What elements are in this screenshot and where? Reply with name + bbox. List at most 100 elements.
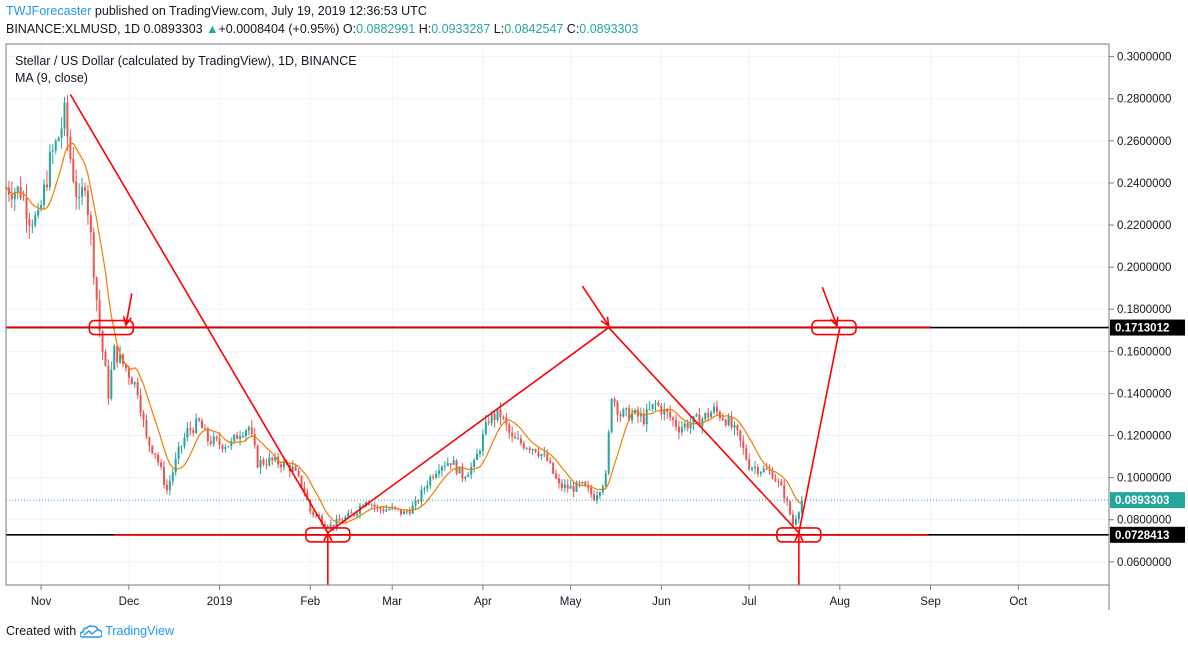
candle-body (107, 366, 110, 399)
highlight-box (811, 319, 857, 336)
candle-body (794, 519, 797, 525)
candle-body (792, 514, 795, 525)
candle-body (581, 481, 584, 484)
candle-body (572, 486, 575, 492)
candle-body (470, 466, 473, 475)
chart-border (5, 43, 1110, 586)
x-tick-label: Feb (300, 596, 320, 608)
candle-body (203, 428, 206, 430)
high-label: H: (418, 22, 432, 36)
candle-body (209, 441, 212, 445)
author-name[interactable]: TWJForecaster (6, 4, 92, 18)
y-tick-label: 0.2600000 (1117, 136, 1171, 148)
candle-body (312, 511, 315, 516)
x-tick-label: Jun (652, 596, 671, 608)
candle-body (162, 466, 165, 485)
x-tick-label: Apr (474, 596, 492, 608)
candle-body (435, 473, 438, 478)
candle-body (587, 485, 590, 488)
highlight-box (305, 527, 351, 543)
candle-body (154, 453, 157, 455)
y-tick-label: 0.1400000 (1117, 388, 1171, 400)
candle-body (72, 158, 75, 182)
candle-body (241, 436, 244, 438)
candle-body (110, 369, 113, 399)
arrow-head-icon (323, 530, 333, 542)
candle-body (566, 484, 569, 489)
candle-body (142, 413, 145, 420)
candle-body (180, 446, 183, 448)
x-tick-label: Aug (830, 596, 850, 608)
candle-body (595, 495, 598, 501)
candle-body (19, 186, 22, 198)
candle-body (707, 413, 710, 418)
x-tick-label: Nov (31, 596, 52, 608)
candle-body (786, 498, 789, 502)
candle-body (326, 525, 329, 528)
candle-body (113, 345, 116, 370)
candle-body (236, 434, 239, 440)
candle-body (151, 445, 154, 454)
candle-body (388, 509, 391, 511)
candle-body (186, 428, 189, 438)
candle-body (446, 463, 449, 466)
candle-body (528, 448, 531, 451)
candle-body (402, 511, 405, 515)
price-labels: 0.1713012 0.0893303 0.0728413 (1110, 319, 1185, 543)
candle-body (742, 440, 745, 449)
candle-body (408, 511, 411, 514)
candle-body (610, 398, 613, 433)
y-tick-label: 0.3000000 (1117, 52, 1171, 64)
candle-body (710, 412, 713, 418)
candle-body (698, 414, 701, 427)
candle-body (338, 518, 341, 521)
candle-body (268, 457, 271, 466)
candle-body (69, 136, 72, 159)
open-value: 0.0882991 (356, 22, 416, 36)
candle-body (95, 277, 98, 300)
x-tick-label: Mar (382, 596, 402, 608)
candle-body (206, 428, 209, 442)
y-tick-label: 0.2800000 (1117, 94, 1171, 106)
candle-body (619, 414, 622, 417)
low-label: L: (493, 22, 505, 36)
candle-body (642, 414, 645, 425)
candle-body (759, 471, 762, 474)
candle-body (119, 354, 122, 363)
candle-body (329, 524, 332, 528)
candle-body (590, 487, 593, 495)
candle-body (713, 406, 716, 413)
candle-body (467, 474, 470, 478)
candle-body (306, 491, 309, 500)
candle-body (753, 466, 756, 468)
candle-body (537, 452, 540, 457)
tradingview-brand[interactable]: TradingView (105, 624, 174, 638)
candle-body (300, 475, 303, 488)
candle-body (256, 445, 259, 468)
price-label-box (1110, 526, 1185, 543)
candle-body (440, 466, 443, 471)
created-with-text: Created with (6, 624, 77, 638)
candle-body (502, 417, 505, 419)
candle-body (672, 417, 675, 420)
candle-body (555, 473, 558, 479)
close-label: C: (566, 22, 580, 36)
highlight-box (88, 319, 135, 336)
candle-body (514, 436, 517, 439)
candle-body (318, 514, 321, 517)
candle-body (473, 459, 476, 467)
candle-body (13, 191, 16, 200)
candle-body (262, 459, 265, 465)
candle-body (464, 477, 467, 479)
x-tick-label: Dec (119, 596, 140, 608)
candle-body (748, 459, 751, 470)
trend-line (608, 327, 800, 534)
price-label-text: 0.1713012 (1115, 323, 1169, 335)
candle-body (569, 486, 572, 489)
candle-body (730, 416, 733, 428)
candle-body (98, 299, 101, 332)
candle-body (455, 460, 458, 474)
candle-body (522, 443, 525, 449)
candle-body (274, 456, 277, 461)
